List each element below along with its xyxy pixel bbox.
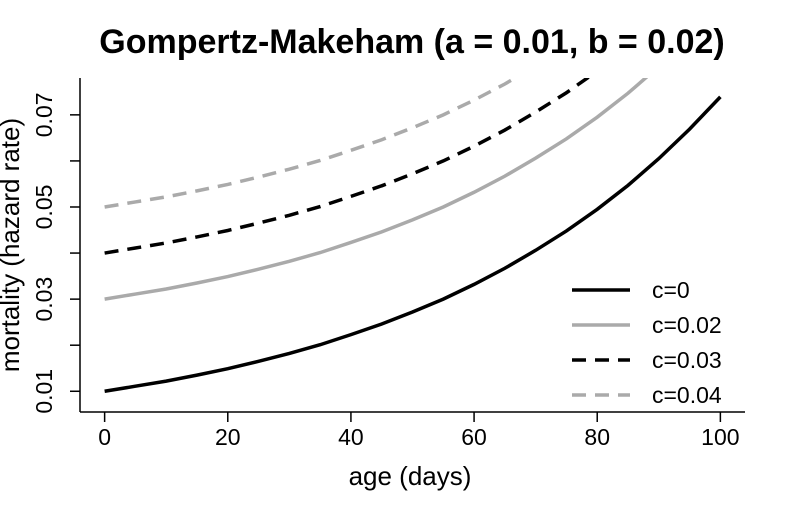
legend-label: c=0.02 (652, 312, 722, 338)
x-tick-label: 20 (215, 424, 241, 450)
legend-label: c=0 (652, 277, 690, 303)
chart-title: Gompertz-Makeham (a = 0.01, b = 0.02) (99, 23, 724, 61)
series-line (104, 78, 591, 255)
x-tick-label: 100 (701, 424, 739, 450)
legend-label: c=0.03 (652, 347, 722, 373)
x-tick-label: 0 (98, 424, 111, 450)
y-axis-label: mortality (hazard rate) (0, 118, 25, 372)
series-line (104, 78, 649, 301)
y-tick-label: 0.07 (31, 92, 57, 137)
x-axis-label: age (days) (349, 461, 472, 491)
legend-label: c=0.04 (652, 382, 722, 408)
y-tick-label: 0.01 (31, 369, 57, 414)
x-tick-label: 40 (338, 424, 364, 450)
y-tick-label: 0.05 (31, 185, 57, 230)
series-line (104, 78, 519, 209)
y-tick-label: 0.03 (31, 277, 57, 322)
series-line (104, 95, 722, 393)
x-tick-label: 80 (584, 424, 610, 450)
x-tick-label: 60 (461, 424, 487, 450)
